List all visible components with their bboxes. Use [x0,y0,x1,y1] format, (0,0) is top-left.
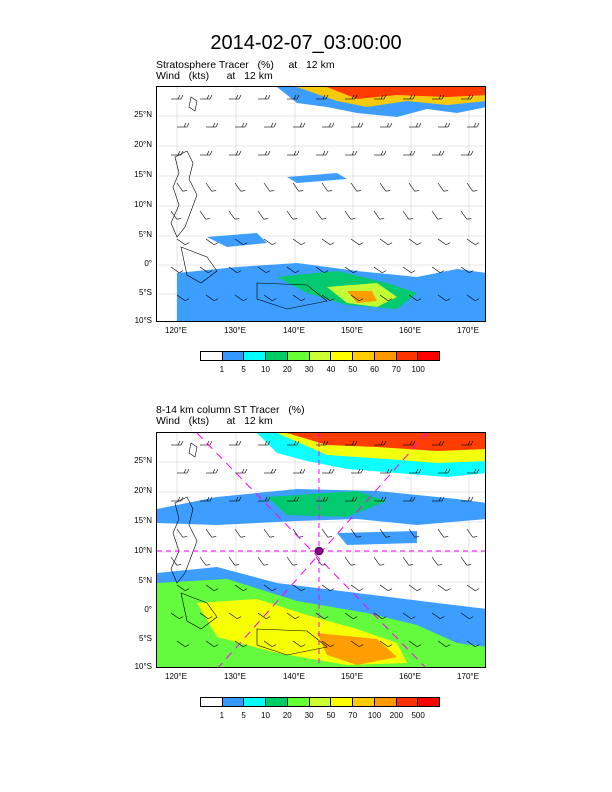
colorbar-swatch [244,698,267,706]
map-title: 2014-02-07_03:00:00 [210,32,402,54]
lon-label: 120°E [165,672,187,681]
colorbar-label: 50 [348,365,358,374]
colorbar-swatch [244,352,267,360]
lon-label: 170°E [457,326,479,335]
lat-label: 5°N [138,576,152,585]
colorbar-swatch [331,698,354,706]
colorbar-swatch [418,352,440,360]
lon-label: 150°E [341,672,363,681]
colorbar-label: 10 [261,365,270,374]
panel2-subtitle-tracer: 8-14 km column ST Tracer (%) [156,404,305,416]
lat-label: 10°S [134,316,152,325]
colorbar-label: 40 [326,365,336,374]
lon-label: 160°E [399,326,421,335]
lon-label: 130°E [224,672,246,681]
colorbar-swatch [287,352,310,360]
colorbar-label: 100 [367,711,382,720]
lat-label: 25°N [134,456,152,465]
colorbar-label: 30 [304,711,314,720]
colorbar-swatch [331,352,354,360]
lat-label: 25°N [134,110,152,119]
lat-label: 10°N [134,200,152,209]
colorbar-swatch [374,698,397,706]
lon-label: 160°E [399,672,421,681]
panel1-map [156,86,486,322]
panel2-map [156,432,486,668]
lat-label: 15°N [134,170,152,179]
lat-label: 20°N [134,140,152,149]
lon-label: 130°E [224,326,246,335]
panel2-map-svg [157,433,485,667]
panel1-subtitle-wind: Wind (kts) at 12 km [156,70,273,82]
panel1-colorbar [200,351,440,361]
lon-label: 120°E [165,326,187,335]
colorbar-swatch [309,698,332,706]
lon-label: 140°E [283,326,305,335]
panel2-colorbar [200,697,440,707]
colorbar-swatch [353,698,375,706]
colorbar-label: 20 [282,711,292,720]
colorbar-label: 70 [391,365,401,374]
colorbar-swatch [222,352,245,360]
colorbar-swatch [201,352,223,360]
colorbar-label: 50 [326,711,336,720]
colorbar-swatch [353,352,375,360]
lat-label: 5°S [139,288,152,297]
panel1-map-svg [157,87,485,321]
colorbar-label: 60 [370,365,379,374]
lat-label: 10°S [134,662,152,671]
colorbar-swatch [287,698,310,706]
lat-label: 5°S [139,634,152,643]
colorbar-label: 70 [348,711,358,720]
lat-label: 5°N [138,230,152,239]
lon-label: 150°E [341,326,363,335]
panel2-subtitle-wind: Wind (kts) at 12 km [156,415,273,427]
colorbar-swatch [266,352,288,360]
colorbar-label: 5 [241,711,246,720]
panel1-subtitle-tracer: Stratosphere Tracer (%) at 12 km [156,59,335,71]
lon-label: 140°E [283,672,305,681]
colorbar-swatch [396,352,419,360]
lat-label: 20°N [134,486,152,495]
colorbar-swatch [222,698,245,706]
lat-label: 15°N [134,516,152,525]
colorbar-label: 30 [304,365,314,374]
colorbar-label: 20 [282,365,292,374]
colorbar-swatch [201,698,223,706]
lat-label: 10°N [134,546,152,555]
lat-label: 0° [144,605,152,614]
colorbar-label: 200 [389,711,404,720]
lat-label: 0° [144,259,152,268]
colorbar-label: 5 [241,365,246,374]
lon-label: 170°E [457,672,479,681]
colorbar-swatch [309,352,332,360]
colorbar-label: 10 [261,711,270,720]
colorbar-label: 1 [219,365,225,374]
colorbar-swatch [266,698,288,706]
colorbar-label: 100 [411,365,425,374]
colorbar-label: 1 [219,711,225,720]
colorbar-swatch [418,698,440,706]
colorbar-label: 500 [411,711,425,720]
colorbar-swatch [396,698,419,706]
colorbar-swatch [374,352,397,360]
